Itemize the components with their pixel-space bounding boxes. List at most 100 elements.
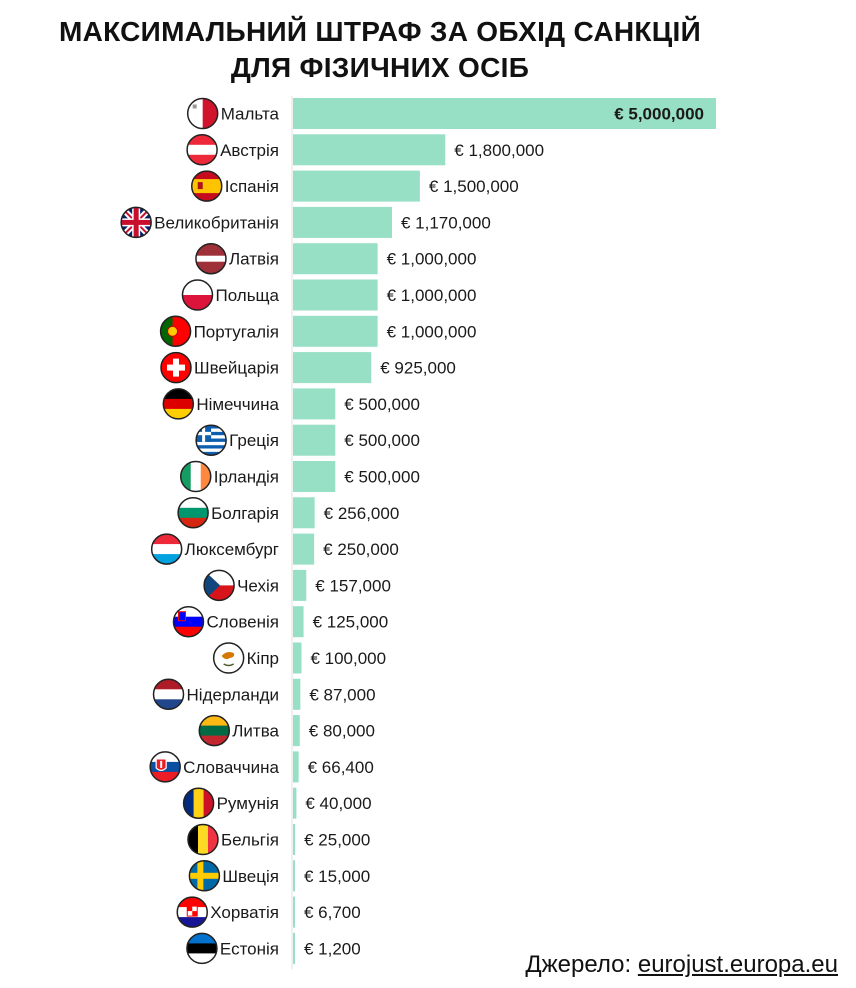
value-label-17: € 87,000 (309, 685, 375, 704)
bulgaria-flag-icon (178, 497, 209, 528)
bar-7 (293, 315, 378, 347)
switzerland-flag-icon (161, 352, 191, 383)
category-label-12: Болгарія (211, 504, 279, 523)
flag-outline-8 (160, 351, 192, 384)
category-label-8: Швейцарія (194, 359, 279, 378)
category-label-2: Австрія (220, 141, 279, 160)
category-label-14: Чехія (237, 576, 279, 595)
czechia-flag-icon (204, 570, 235, 601)
flag-outline-16 (212, 642, 245, 674)
austria-flag-icon (187, 134, 218, 165)
bar-9 (293, 388, 336, 420)
flag-outline-1 (186, 97, 219, 130)
flag-outline-22 (188, 860, 221, 892)
category-label-7: Португалія (194, 322, 279, 341)
slovenia-flag-icon (173, 606, 204, 637)
flag-outline-9 (162, 388, 195, 420)
value-label-3: € 1,500,000 (429, 177, 519, 196)
flag-outline-17 (152, 678, 185, 711)
slovakia-flag-icon (150, 751, 181, 782)
value-label-14: € 157,000 (315, 576, 391, 595)
value-label-9: € 500,000 (344, 395, 420, 414)
value-label-19: € 66,400 (308, 758, 374, 777)
belgium-flag-icon (187, 824, 218, 855)
value-label-2: € 1,800,000 (454, 141, 544, 160)
uk-flag-icon (121, 207, 152, 238)
category-label-24: Естонія (220, 939, 279, 958)
value-label-15: € 125,000 (313, 613, 389, 632)
value-label-18: € 80,000 (309, 722, 375, 741)
flag-outline-15 (172, 605, 205, 638)
source-link[interactable]: eurojust.europa.eu (637, 951, 838, 978)
estonia-flag-icon (186, 933, 217, 964)
category-label-6: Польща (215, 286, 279, 305)
latvia-flag-icon (195, 243, 226, 274)
category-label-10: Греція (229, 431, 279, 450)
bar-24 (293, 932, 295, 964)
flag-outline-24 (186, 932, 218, 965)
flag-outline-18 (198, 714, 231, 747)
category-label-1: Мальта (221, 105, 280, 124)
chart-title-line1: МАКСИМАЛЬНИЙ ШТРАФ ЗА ОБХІД САНКЦІЙ (58, 16, 702, 47)
germany-flag-icon (163, 388, 194, 419)
flag-outline-3 (190, 170, 223, 202)
category-label-9: Німеччина (196, 395, 279, 414)
bar-22 (293, 860, 295, 892)
source-label: Джерело: (525, 951, 632, 978)
value-label-1: € 5,000,000 (614, 105, 704, 124)
bar-8 (293, 352, 372, 384)
flag-outline-5 (195, 242, 227, 275)
romania-flag-icon (183, 788, 214, 819)
value-label-5: € 1,000,000 (387, 250, 477, 269)
bar-5 (293, 243, 378, 275)
luxembourg-flag-icon (151, 534, 182, 565)
flag-outline-7 (159, 315, 192, 348)
bar-11 (293, 461, 336, 492)
lithuania-flag-icon (199, 715, 230, 746)
bar-4 (293, 206, 392, 238)
value-label-22: € 15,000 (304, 867, 370, 886)
bar-1 (293, 98, 716, 129)
value-label-21: € 25,000 (304, 831, 370, 850)
category-label-19: Словаччина (183, 758, 279, 777)
value-label-6: € 1,000,000 (387, 286, 477, 305)
value-label-20: € 40,000 (305, 794, 371, 813)
bar-6 (293, 279, 378, 311)
netherlands-flag-icon (153, 679, 184, 710)
cyprus-flag-icon (213, 643, 244, 673)
value-label-11: € 500,000 (344, 468, 420, 487)
bar-19 (293, 751, 299, 783)
ireland-flag-icon (180, 461, 211, 492)
value-label-4: € 1,170,000 (401, 213, 491, 232)
bar-21 (293, 824, 296, 855)
bar-15 (293, 606, 304, 638)
poland-flag-icon (182, 280, 213, 310)
flag-outline-20 (182, 787, 215, 819)
bar-14 (293, 569, 307, 601)
value-label-12: € 256,000 (324, 504, 400, 523)
value-label-8: € 925,000 (380, 359, 456, 378)
flag-outline-23 (176, 896, 208, 928)
bar-23 (293, 896, 295, 928)
category-label-23: Хорватія (210, 903, 279, 922)
category-label-15: Словенія (206, 613, 279, 632)
category-label-11: Ірландія (214, 468, 279, 487)
category-label-13: Люксембург (185, 540, 279, 559)
flag-outline-10 (195, 424, 227, 456)
value-label-7: € 1,000,000 (387, 322, 477, 341)
bar-10 (293, 424, 336, 456)
flag-outline-2 (186, 134, 218, 166)
portugal-flag-icon (160, 316, 191, 347)
flag-outline-21 (187, 823, 219, 856)
category-label-17: Нідерланди (187, 685, 279, 704)
category-label-20: Румунія (217, 794, 279, 813)
flag-outline-14 (203, 569, 235, 602)
value-label-13: € 250,000 (323, 540, 399, 559)
sweden-flag-icon (189, 860, 220, 891)
category-label-4: Великобританія (154, 213, 279, 232)
flag-outline-6 (181, 279, 214, 311)
flag-outline-19 (149, 751, 181, 783)
bar-12 (293, 497, 315, 529)
category-label-3: Іспанія (225, 177, 279, 196)
